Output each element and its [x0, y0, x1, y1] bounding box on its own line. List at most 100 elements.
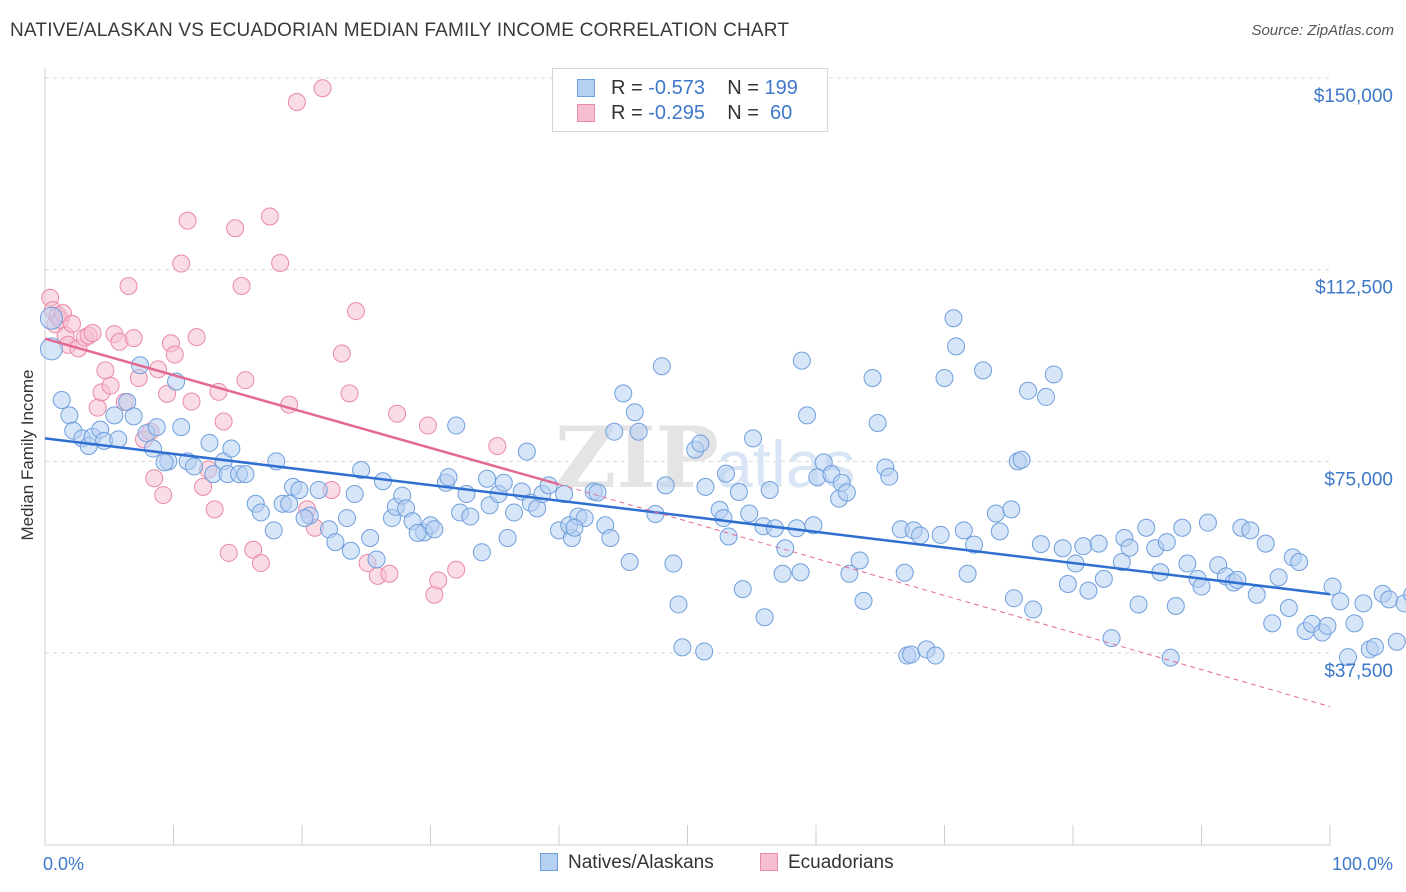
legend-r-value-natives: -0.573	[648, 77, 705, 99]
native-point-169	[1089, 534, 1108, 553]
native-point-94	[629, 422, 648, 441]
natives-points	[39, 306, 1406, 667]
native-point-195	[1263, 614, 1282, 633]
native-point-164	[1053, 539, 1072, 558]
native-point-179	[1157, 533, 1176, 552]
bottom-legend-swatch-natives	[540, 853, 558, 871]
native-point-1	[39, 337, 63, 361]
native-point-91	[614, 384, 633, 403]
ecuadorian-point-35	[194, 477, 213, 496]
native-point-0	[39, 306, 63, 330]
native-point-207	[1345, 614, 1364, 633]
native-point-146	[935, 369, 954, 388]
ecuadorian-point-13	[88, 398, 107, 417]
native-point-108	[719, 527, 738, 546]
native-point-62	[447, 416, 466, 435]
native-point-165	[1058, 575, 1077, 593]
natives-trend-line	[44, 437, 1331, 596]
native-point-44	[337, 509, 356, 528]
native-point-114	[755, 608, 774, 627]
native-point-212	[1380, 590, 1399, 609]
native-point-90	[565, 518, 584, 537]
legend-r-value-ecuadorians: -0.295	[648, 102, 705, 124]
native-point-204	[1323, 577, 1342, 596]
source-label: Source: ZipAtlas.com	[1251, 22, 1394, 39]
native-point-203	[1318, 616, 1337, 635]
legend-n-label: N =	[727, 102, 765, 124]
native-point-98	[664, 554, 683, 573]
native-point-115	[760, 480, 779, 499]
ecuadorian-point-63	[429, 571, 448, 590]
native-point-89	[605, 422, 624, 441]
native-point-71	[498, 529, 517, 547]
legend-swatch-ecuadorians	[577, 104, 595, 122]
legend-r-label: R =	[611, 102, 649, 124]
legend-n-value-natives: 199	[764, 77, 798, 99]
native-point-156	[1004, 589, 1023, 608]
native-point-205	[1331, 592, 1350, 611]
native-point-86	[588, 483, 607, 502]
native-point-99	[669, 595, 688, 614]
native-point-93	[625, 403, 644, 422]
native-point-106	[714, 509, 733, 528]
native-point-129	[837, 483, 856, 502]
ecuadorian-point-60	[388, 404, 407, 423]
native-point-197	[1279, 599, 1298, 618]
ecuadorians-points	[41, 79, 507, 604]
native-point-40	[295, 509, 314, 528]
ecuadorian-point-33	[182, 392, 201, 411]
ecuadorian-point-16	[101, 376, 120, 395]
ecuadorian-point-28	[158, 384, 177, 403]
ecuadorian-point-52	[313, 79, 332, 98]
native-point-180	[1161, 648, 1180, 667]
ecuadorians-trend-line	[44, 337, 560, 486]
ecuadorian-point-64	[447, 560, 466, 579]
native-point-149	[954, 521, 973, 540]
native-point-160	[1024, 600, 1043, 619]
y-tick-label: $150,000	[1314, 86, 1393, 107]
native-point-92	[620, 553, 639, 572]
native-point-58	[425, 520, 444, 539]
native-point-153	[986, 504, 1005, 523]
native-point-72	[505, 503, 524, 522]
native-point-167	[1074, 537, 1093, 556]
bottom-legend-ecuadorians[interactable]: Ecuadorians	[760, 852, 894, 874]
native-point-162	[1037, 387, 1056, 406]
y-tick-label: $112,500	[1315, 278, 1393, 299]
ecuadorian-point-54	[332, 344, 351, 363]
native-point-24	[200, 433, 219, 452]
native-point-145	[931, 525, 950, 544]
native-point-60	[439, 468, 458, 487]
bottom-legend-natives[interactable]: Natives/Alaskans	[540, 852, 714, 874]
native-point-110	[733, 580, 752, 599]
native-point-66	[472, 543, 491, 562]
native-point-174	[1120, 538, 1139, 557]
native-point-196	[1269, 568, 1288, 587]
native-point-97	[656, 476, 675, 495]
native-point-28	[222, 439, 241, 458]
ecuadorian-point-40	[219, 543, 238, 562]
bottom-legend-swatch-ecuadorians	[760, 853, 778, 871]
native-point-171	[1102, 629, 1121, 648]
bottom-legend-label-ecuadorians: Ecuadorians	[788, 852, 894, 873]
ecuadorian-point-47	[271, 254, 290, 273]
legend-r-label: R =	[611, 77, 649, 99]
native-point-107	[717, 464, 736, 483]
native-point-210	[1365, 637, 1384, 656]
native-point-46	[345, 485, 364, 504]
native-point-100	[673, 638, 692, 657]
y-tick-label: $37,500	[1324, 661, 1393, 682]
x-tick-label-max: 100.0%	[1332, 854, 1393, 874]
native-point-190	[1228, 570, 1247, 589]
ecuadorian-point-42	[232, 277, 251, 296]
ecuadorian-point-49	[287, 93, 306, 112]
ecuadorian-point-59	[380, 564, 399, 583]
native-point-213	[1387, 632, 1406, 651]
native-point-13	[124, 407, 143, 426]
ecuadorian-point-37	[205, 500, 224, 519]
legend-swatch-natives	[577, 79, 595, 97]
native-point-65	[461, 507, 480, 526]
native-point-161	[1031, 535, 1050, 554]
native-point-10	[105, 406, 124, 425]
